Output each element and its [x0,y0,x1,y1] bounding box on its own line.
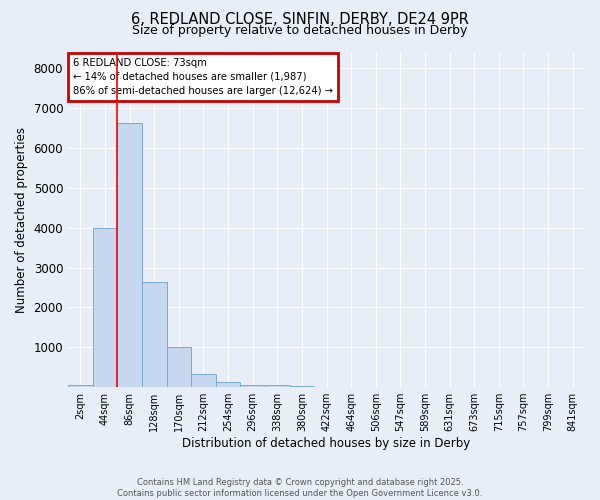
Bar [265,386,290,387]
Bar [241,384,265,387]
Y-axis label: Number of detached properties: Number of detached properties [15,127,28,313]
Bar [68,385,92,387]
X-axis label: Distribution of detached houses by size in Derby: Distribution of detached houses by size … [182,437,470,450]
Bar [167,348,191,387]
Bar [142,282,167,387]
Bar [117,123,142,387]
Text: Size of property relative to detached houses in Derby: Size of property relative to detached ho… [133,24,467,37]
Text: 6 REDLAND CLOSE: 73sqm
← 14% of detached houses are smaller (1,987)
86% of semi-: 6 REDLAND CLOSE: 73sqm ← 14% of detached… [73,58,333,96]
Bar [92,228,117,387]
Text: Contains HM Land Registry data © Crown copyright and database right 2025.
Contai: Contains HM Land Registry data © Crown c… [118,478,482,498]
Text: 6, REDLAND CLOSE, SINFIN, DERBY, DE24 9PR: 6, REDLAND CLOSE, SINFIN, DERBY, DE24 9P… [131,12,469,28]
Bar [191,374,216,387]
Bar [216,382,241,387]
Bar [290,386,314,387]
